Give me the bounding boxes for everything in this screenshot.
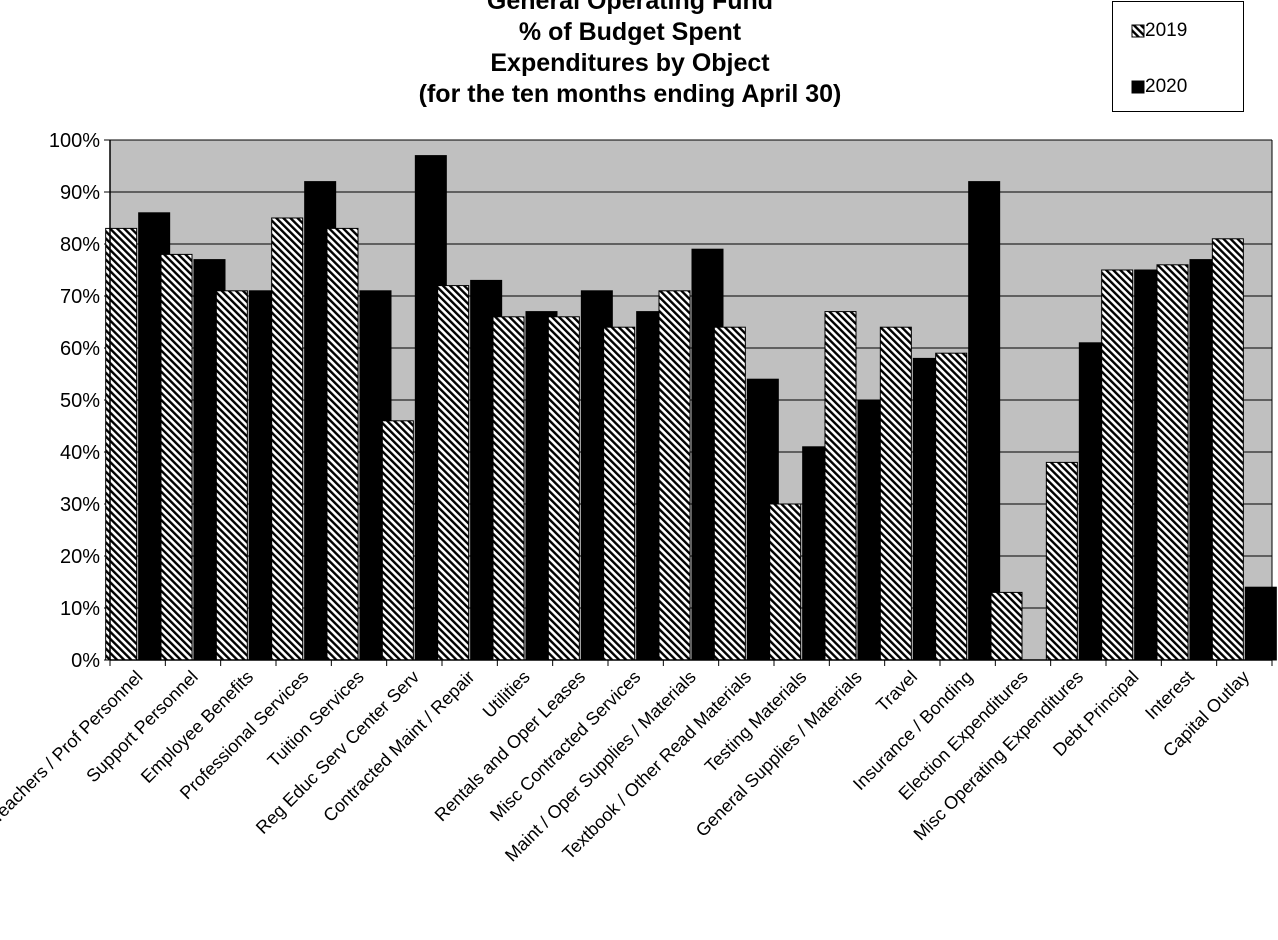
legend: 2019 2020 xyxy=(1112,1,1244,112)
bar-2019 xyxy=(326,227,359,661)
bar-2019 xyxy=(713,326,746,661)
chart-title: General Operating Fund % of Budget Spent… xyxy=(280,0,980,110)
bar-2019 xyxy=(381,420,414,661)
y-tick-label: 80% xyxy=(60,234,100,256)
bar-2019 xyxy=(492,316,525,661)
y-tick-label: 30% xyxy=(60,494,100,516)
bar-2019 xyxy=(769,503,802,661)
legend-swatch-solid xyxy=(1131,80,1145,94)
bar-2019 xyxy=(824,311,857,661)
x-tick-label: Interest xyxy=(1141,667,1198,724)
bar-2019 xyxy=(437,285,470,661)
chart-title-line-2: % of Budget Spent xyxy=(518,18,742,46)
y-tick-label: 0% xyxy=(71,650,100,672)
bar-2019 xyxy=(935,352,968,661)
bar-2019 xyxy=(547,316,580,661)
x-tick-label: Testing Materials xyxy=(701,667,811,777)
y-tick-label: 50% xyxy=(60,390,100,412)
bar-2019 xyxy=(1101,269,1134,661)
bar-2019 xyxy=(1045,461,1078,661)
y-tick-label: 70% xyxy=(60,286,100,308)
y-tick-label: 40% xyxy=(60,442,100,464)
chart-title-line-3: Expenditures by Object xyxy=(490,49,770,77)
y-tick-label: 90% xyxy=(60,182,100,204)
bar-2019 xyxy=(990,591,1023,661)
bar-2019 xyxy=(658,290,691,661)
x-tick-label: Tuition Services xyxy=(264,667,368,771)
bar-2019 xyxy=(160,253,193,661)
y-tick-label: 60% xyxy=(60,338,100,360)
bar-2019 xyxy=(1211,238,1244,661)
legend-label-2020: 2020 xyxy=(1145,76,1188,97)
chart-title-line-4: (for the ten months ending April 30) xyxy=(418,80,842,108)
y-tick-label: 100% xyxy=(49,130,100,152)
bar-2019 xyxy=(603,326,636,661)
x-tick-label: Travel xyxy=(872,667,921,716)
x-tick-label: Utilities xyxy=(479,667,534,722)
bars xyxy=(105,155,1277,661)
y-tick-labels: 0% 10% 20% 30% 40% 50% 60% 70% 80% 90% 100% xyxy=(49,130,100,672)
y-tick-label: 20% xyxy=(60,546,100,568)
legend-item-2019: 2019 xyxy=(1131,20,1187,42)
chart-title-line-1: General Operating Fund xyxy=(486,0,774,15)
bar-2020 xyxy=(968,181,1001,661)
bar-2020 xyxy=(1244,586,1277,661)
legend-swatch-hatched xyxy=(1131,24,1145,38)
bar-2019 xyxy=(215,290,248,661)
bar-2019 xyxy=(1156,264,1189,661)
legend-label-2019: 2019 xyxy=(1145,20,1188,41)
y-tick-label: 10% xyxy=(60,598,100,620)
bar-2019 xyxy=(879,326,912,661)
legend-item-2020: 2020 xyxy=(1131,76,1187,98)
axes xyxy=(109,139,1273,666)
bar-2019 xyxy=(271,217,304,661)
